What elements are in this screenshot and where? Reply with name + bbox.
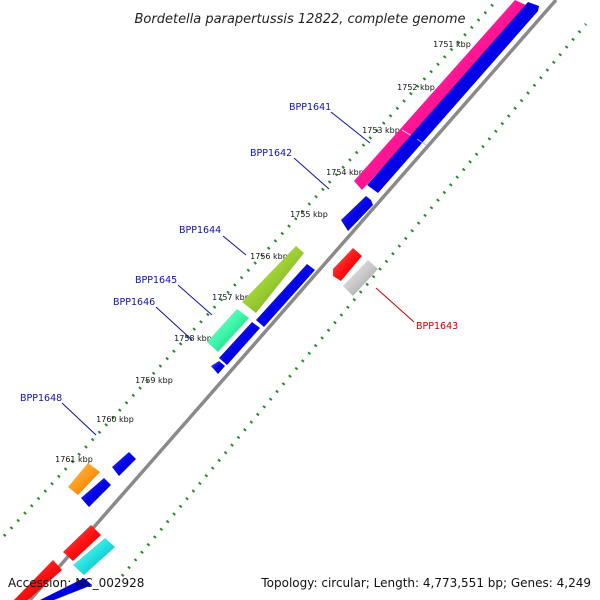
gene-arrow-blue[interactable]	[112, 452, 136, 476]
gene-arrow-red[interactable]	[14, 560, 62, 600]
tick-dots-inner	[120, 23, 588, 577]
gene-leader-lines	[61, 111, 415, 436]
kbp-tick-label: 1756 kbp	[250, 252, 288, 261]
gene-labels: BPP1641 BPP1642 BPP1644 BPP1645 BPP1646 BPP16…	[20, 102, 458, 404]
gene-arrow-cyan[interactable]	[73, 538, 115, 575]
kbp-tick-label: 1757 kbp	[212, 293, 250, 302]
gene-label-bpp1641[interactable]: BPP1641	[289, 102, 331, 113]
tick-dots-outer	[2, 0, 499, 538]
kbp-tick-label: 1751 kbp	[433, 40, 471, 49]
gene-label-bpp1643[interactable]: BPP1643	[416, 321, 458, 332]
page-title: Bordetella parapertussis 12822, complete…	[135, 12, 466, 27]
gene-arrow-mint[interactable]	[207, 309, 249, 352]
gene-bar-pink[interactable]	[354, 0, 526, 190]
gene-arrow-blue[interactable]	[211, 361, 225, 374]
gene-arrow-blue[interactable]	[219, 322, 260, 365]
gene-arrow-olive[interactable]	[242, 246, 304, 313]
gene-bar-pink-divider	[401, 129, 413, 137]
gene-label-bpp1645[interactable]: BPP1645	[135, 275, 177, 286]
gene-arrow-blue[interactable]	[81, 478, 111, 507]
gene-arrow-red-bpp1643[interactable]	[333, 248, 362, 281]
kbp-tick-label: 1755 kbp	[290, 210, 328, 219]
kbp-tick-labels: 1751 kbp 1752 kbp 1753 kbp 1754 kbp 1755 kbp…	[55, 40, 471, 464]
kbp-tick-label: 1754 kbp	[326, 168, 364, 177]
kbp-tick-label: 1759 kbp	[135, 376, 173, 385]
gene-arrow-blue-divider	[416, 138, 427, 146]
gene-arrow-blue[interactable]	[256, 264, 315, 327]
gene-arrow-grey[interactable]	[343, 260, 378, 296]
kbp-tick-label: 1760 kbp	[96, 415, 134, 424]
gene-label-bpp1646[interactable]: BPP1646	[113, 297, 155, 308]
kbp-tick-label: 1758 kbp	[174, 334, 212, 343]
gene-arrow-red[interactable]	[63, 525, 101, 561]
gene-arrow-blue[interactable]	[40, 578, 92, 600]
gene-arrow-blue[interactable]	[367, 2, 539, 193]
kbp-tick-label: 1752 kbp	[397, 83, 435, 92]
kbp-tick-label: 1761 kbp	[55, 455, 93, 464]
accession-label: Accession: NC_002928	[8, 576, 144, 590]
genome-summary: Topology: circular; Length: 4,773,551 bp…	[260, 576, 591, 590]
gene-label-bpp1648[interactable]: BPP1648	[20, 393, 62, 404]
kbp-tick-label: 1753 kbp	[362, 126, 400, 135]
gene-label-bpp1642[interactable]: BPP1642	[250, 148, 292, 159]
gene-features	[14, 0, 539, 600]
gene-arrow-blue[interactable]	[341, 196, 373, 231]
gene-label-bpp1644[interactable]: BPP1644	[179, 225, 221, 236]
genome-backbone	[28, 0, 558, 600]
gene-arrow-orange[interactable]	[68, 463, 100, 495]
